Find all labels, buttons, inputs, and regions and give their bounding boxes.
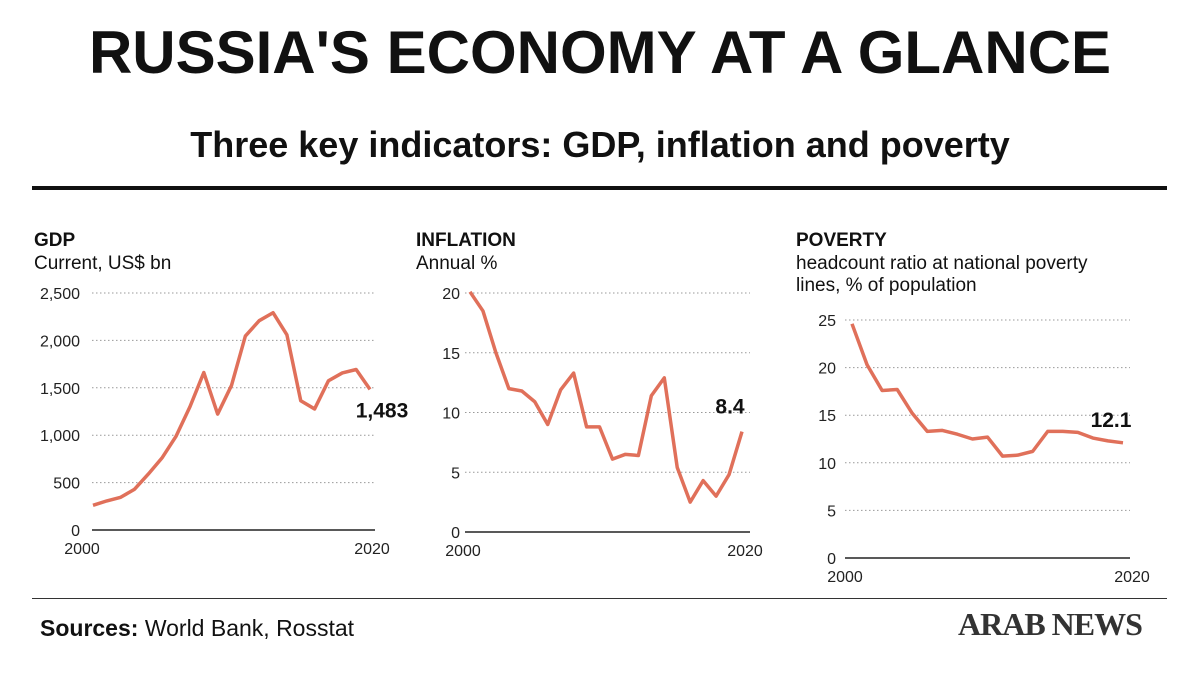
gdp-subtitle: Current, US$ bn (34, 253, 172, 274)
y-tick-label: 1,500 (40, 381, 80, 398)
footer-divider (32, 598, 1167, 599)
x-tick-label: 2000 (64, 541, 100, 558)
sources: Sources: World Bank, Rosstat (40, 615, 354, 642)
y-tick-label: 5 (827, 503, 836, 520)
poverty-subtitle-line: headcount ratio at national poverty (796, 253, 1088, 274)
y-tick-label: 20 (818, 361, 836, 378)
y-tick-label: 2,500 (40, 286, 80, 303)
end-value-label: 8.4 (715, 396, 745, 419)
end-value-label: 12.1 (1091, 409, 1132, 432)
y-tick-label: 0 (451, 525, 460, 542)
x-tick-label: 2000 (445, 543, 481, 560)
series-line (468, 290, 744, 504)
sources-text: World Bank, Rosstat (138, 615, 355, 641)
gdp-title: GDP (34, 230, 76, 251)
y-tick-label: 20 (442, 286, 460, 303)
y-tick-label: 0 (827, 551, 836, 568)
y-tick-label: 15 (818, 408, 836, 425)
page-subtitle: Three key indicators: GDP, inflation and… (190, 124, 1010, 165)
page-title: RUSSIA'S ECONOMY AT A GLANCE (88, 19, 1112, 86)
end-value-label: 1,483 (356, 399, 409, 422)
y-tick-label: 10 (442, 406, 460, 423)
x-tick-label: 2020 (354, 541, 390, 558)
series-line (92, 310, 372, 508)
y-tick-label: 25 (818, 313, 836, 330)
poverty-title: POVERTY (796, 230, 887, 251)
y-tick-label: 500 (53, 476, 80, 493)
y-tick-label: 1,000 (40, 428, 80, 445)
sources-label: Sources: (40, 615, 139, 641)
poverty-subtitle: headcount ratio at national poverty line… (796, 253, 1088, 297)
x-tick-label: 2020 (727, 543, 763, 560)
poverty-subtitle-line: lines, % of population (796, 275, 977, 296)
header-divider (32, 186, 1167, 190)
y-tick-label: 5 (451, 465, 460, 482)
y-tick-label: 15 (442, 346, 460, 363)
inflation-title: INFLATION (416, 230, 516, 251)
arab-news-logo: ARAB NEWS (958, 606, 1143, 642)
x-tick-label: 2020 (1114, 569, 1150, 586)
y-tick-label: 10 (818, 456, 836, 473)
inflation-subtitle: Annual % (416, 253, 498, 274)
y-tick-label: 2,000 (40, 333, 80, 350)
y-tick-label: 0 (71, 523, 80, 540)
series-line (850, 323, 1124, 458)
x-tick-label: 2000 (827, 569, 863, 586)
